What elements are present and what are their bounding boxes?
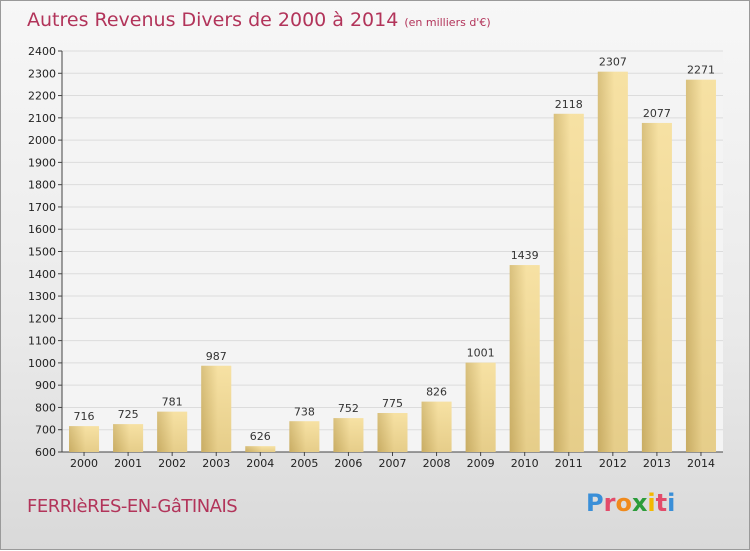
y-tick-label: 1700 [28,201,56,214]
bar-value-label: 1439 [511,249,539,262]
bar-shade [113,424,144,452]
x-tick-label: 2002 [158,457,186,470]
city-name: FERRIèRES-EN-GâTINAIS [27,496,238,517]
y-tick-label: 1900 [28,156,56,169]
logo-letter: x [631,489,648,517]
bar-shade [289,421,320,452]
x-tick-label: 2001 [114,457,142,470]
y-tick-label: 1400 [28,268,56,281]
x-tick-label: 2000 [70,457,98,470]
y-tick-label: 600 [35,446,56,459]
bar-value-label: 738 [294,405,315,418]
bar-value-label: 725 [118,408,139,421]
x-tick-label: 2004 [246,457,274,470]
x-tick-label: 2010 [511,457,539,470]
bar-shade [421,401,452,452]
x-tick-label: 2009 [467,457,495,470]
logo-letter: t [655,489,668,517]
x-tick-label: 2008 [423,457,451,470]
proxiti-logo: Proxiti [586,489,675,517]
y-tick-label: 1100 [28,335,56,348]
bar-shade [597,71,628,453]
y-tick-label: 2000 [28,134,56,147]
bar-shade [377,413,408,452]
y-tick-label: 1000 [28,357,56,370]
x-tick-label: 2003 [202,457,230,470]
bar-value-label: 775 [382,397,403,410]
y-tick-label: 2400 [28,45,56,58]
bar-shade [553,113,584,452]
bar-shade [201,365,232,452]
x-tick-label: 2014 [687,457,715,470]
bar-value-label: 1001 [467,347,495,360]
bar-shade [245,446,276,452]
logo-letter: P [586,489,604,517]
bar-value-label: 716 [74,410,95,423]
bar-value-label: 987 [206,350,227,363]
logo-letter: i [647,489,656,517]
bar-value-label: 826 [426,386,447,399]
y-tick-label: 2200 [28,90,56,103]
y-tick-label: 2100 [28,112,56,125]
bar-shade [157,411,188,452]
y-tick-label: 1500 [28,246,56,259]
x-tick-label: 2013 [643,457,671,470]
bar-value-label: 2271 [687,64,715,77]
bar-value-label: 626 [250,430,271,443]
bar-shade [685,79,716,452]
logo-letter: r [603,489,616,517]
bar-shade [69,426,100,452]
logo-letter: i [667,489,676,517]
y-tick-label: 2300 [28,67,56,80]
bar-value-label: 752 [338,402,359,415]
chart-unit: (en milliers d'€) [404,16,491,29]
bar-shade [641,122,672,453]
y-tick-label: 700 [35,424,56,437]
x-tick-label: 2007 [379,457,407,470]
logo-letter: o [615,489,632,517]
y-tick-label: 1200 [28,312,56,325]
x-tick-label: 2012 [599,457,627,470]
bar-shade [509,265,540,452]
y-tick-label: 1800 [28,179,56,192]
bar-shade [465,362,496,452]
chart-title-text: Autres Revenus Divers de 2000 à 2014 [27,9,399,31]
bar-shade [333,418,364,452]
x-tick-label: 2011 [555,457,583,470]
y-tick-label: 800 [35,401,56,414]
y-tick-label: 1600 [28,223,56,236]
x-tick-label: 2006 [334,457,362,470]
bar-value-label: 2307 [599,56,627,69]
chart-title: Autres Revenus Divers de 2000 à 2014 (en … [27,9,491,31]
bar-value-label: 781 [162,396,183,409]
x-tick-label: 2005 [290,457,318,470]
bar-value-label: 2077 [643,107,671,120]
y-tick-label: 900 [35,379,56,392]
bar-value-label: 2118 [555,98,583,111]
y-tick-label: 1300 [28,290,56,303]
